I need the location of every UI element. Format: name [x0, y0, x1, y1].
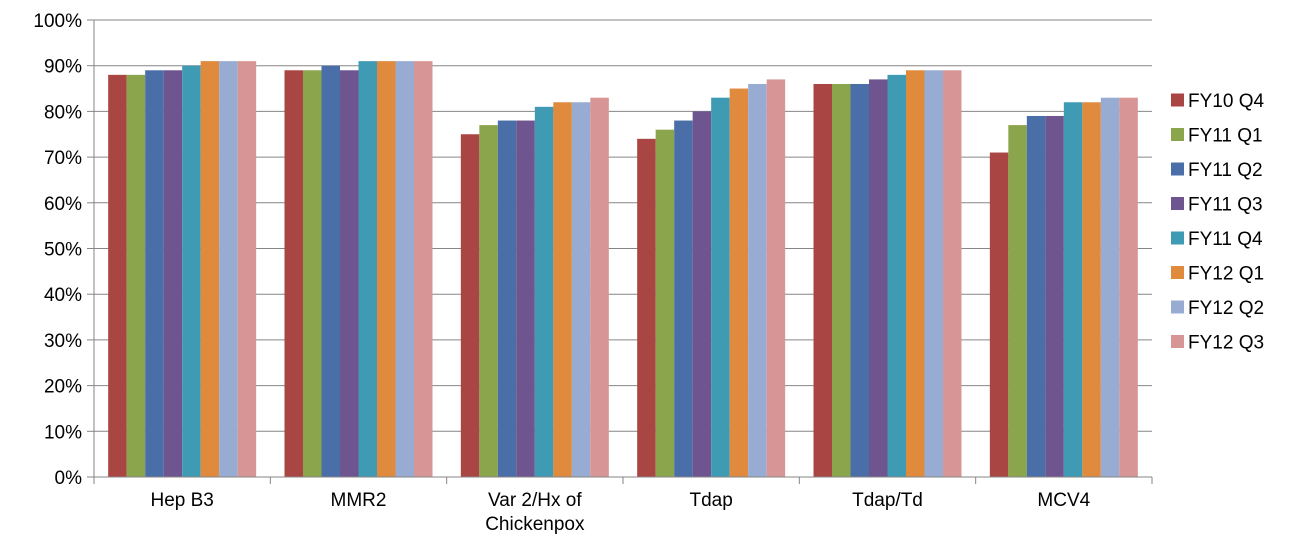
bar	[358, 61, 377, 477]
legend-swatch	[1171, 93, 1184, 107]
bar	[887, 74, 906, 477]
legend-item: FY11 Q1	[1171, 126, 1263, 147]
legend-swatch	[1171, 197, 1184, 210]
gridlines	[94, 19, 1152, 432]
bar	[1026, 115, 1046, 477]
legend-item: FY10 Q4	[1171, 91, 1264, 112]
bar	[1119, 97, 1138, 477]
legend-item: FY11 Q3	[1171, 195, 1263, 216]
legend-swatch	[1171, 300, 1184, 314]
x-tick-label: MCV4	[1037, 490, 1090, 511]
bar	[590, 97, 609, 477]
bar	[460, 134, 480, 477]
y-tick-label: 80%	[44, 102, 82, 123]
y-tick-label: 30%	[44, 331, 82, 352]
bar	[497, 120, 517, 477]
y-tick-label: 60%	[44, 194, 82, 215]
bar	[989, 152, 1009, 477]
y-tick-label: 100%	[33, 11, 82, 32]
bar	[748, 83, 767, 477]
bar	[200, 61, 220, 477]
legend-item: FY12 Q1	[1171, 264, 1264, 285]
bar	[1063, 102, 1083, 477]
y-tick-label: 40%	[44, 285, 82, 306]
bar	[395, 61, 414, 477]
legend-label: FY10 Q4	[1188, 91, 1264, 112]
bar	[832, 83, 851, 477]
bars	[108, 61, 1138, 478]
bar	[414, 61, 433, 477]
bar	[924, 70, 943, 478]
axes	[87, 19, 1153, 484]
bar	[766, 79, 786, 477]
legend-item: FY12 Q3	[1171, 333, 1264, 354]
y-tick-label: 90%	[44, 57, 82, 78]
legend-swatch	[1171, 231, 1184, 245]
bar	[1045, 115, 1064, 477]
bar	[321, 65, 340, 477]
y-tick-label: 0%	[55, 468, 83, 489]
bar	[906, 70, 925, 478]
bar	[729, 88, 749, 478]
bar	[145, 70, 164, 478]
bar	[126, 74, 146, 477]
legend-item: FY12 Q2	[1171, 298, 1264, 319]
bar	[303, 70, 322, 478]
x-tick-label: Tdap	[690, 490, 733, 511]
y-tick-label: 10%	[44, 422, 82, 443]
bar	[163, 70, 183, 478]
legend-label: FY12 Q3	[1188, 333, 1264, 354]
bar	[571, 102, 591, 477]
legend-swatch	[1171, 128, 1184, 141]
bar	[553, 102, 572, 477]
bar	[813, 83, 832, 477]
x-tick-label: MMR2	[331, 490, 387, 511]
bar	[182, 65, 201, 477]
bar	[637, 138, 656, 477]
bar	[692, 111, 712, 478]
bar	[711, 97, 730, 477]
legend-label: FY11 Q1	[1188, 126, 1263, 147]
bar	[1008, 125, 1027, 478]
x-axis-labels: Hep B3 MMR2 Var 2/Hx of Chickenpox Tdap Tdap/…	[150, 490, 1090, 535]
x-tick-label: Tdap/Td	[852, 490, 923, 511]
bar	[516, 120, 535, 477]
legend-item: FY11 Q4	[1171, 229, 1263, 250]
bar	[237, 61, 257, 477]
y-tick-label: 70%	[44, 148, 82, 169]
legend-label: FY12 Q2	[1188, 298, 1264, 319]
legend-swatch	[1171, 162, 1184, 176]
bar	[1082, 102, 1101, 477]
y-tick-label: 20%	[44, 377, 82, 398]
x-tick-label: Var 2/Hx of Chickenpox	[485, 490, 585, 535]
bar	[869, 79, 888, 477]
bar	[377, 61, 396, 477]
bar	[479, 125, 498, 478]
y-tick-label: 50%	[44, 240, 82, 261]
legend-swatch	[1171, 335, 1184, 348]
legend-swatch	[1171, 266, 1184, 279]
bar	[534, 106, 554, 477]
bar	[219, 61, 238, 477]
legend-label: FY11 Q2	[1188, 160, 1263, 181]
bar	[655, 129, 675, 477]
legend-label: FY12 Q1	[1188, 264, 1264, 285]
legend: FY10 Q4 FY11 Q1 FY11 Q2 FY11 Q3 FY11 Q4 FY12 …	[1171, 91, 1264, 354]
bar	[340, 70, 359, 478]
bar	[284, 70, 303, 478]
legend-item: FY11 Q2	[1171, 160, 1263, 181]
x-tick-label: Hep B3	[150, 490, 213, 511]
bar	[674, 120, 693, 477]
bar	[850, 83, 869, 477]
bar	[108, 74, 127, 477]
bar	[1100, 97, 1120, 477]
y-axis-ticks: 0% 10% 20% 30% 40% 50% 60% 70% 80% 90% 100%	[33, 11, 82, 489]
legend-label: FY11 Q4	[1188, 229, 1263, 250]
legend-label: FY11 Q3	[1188, 195, 1263, 216]
bar	[943, 70, 962, 478]
